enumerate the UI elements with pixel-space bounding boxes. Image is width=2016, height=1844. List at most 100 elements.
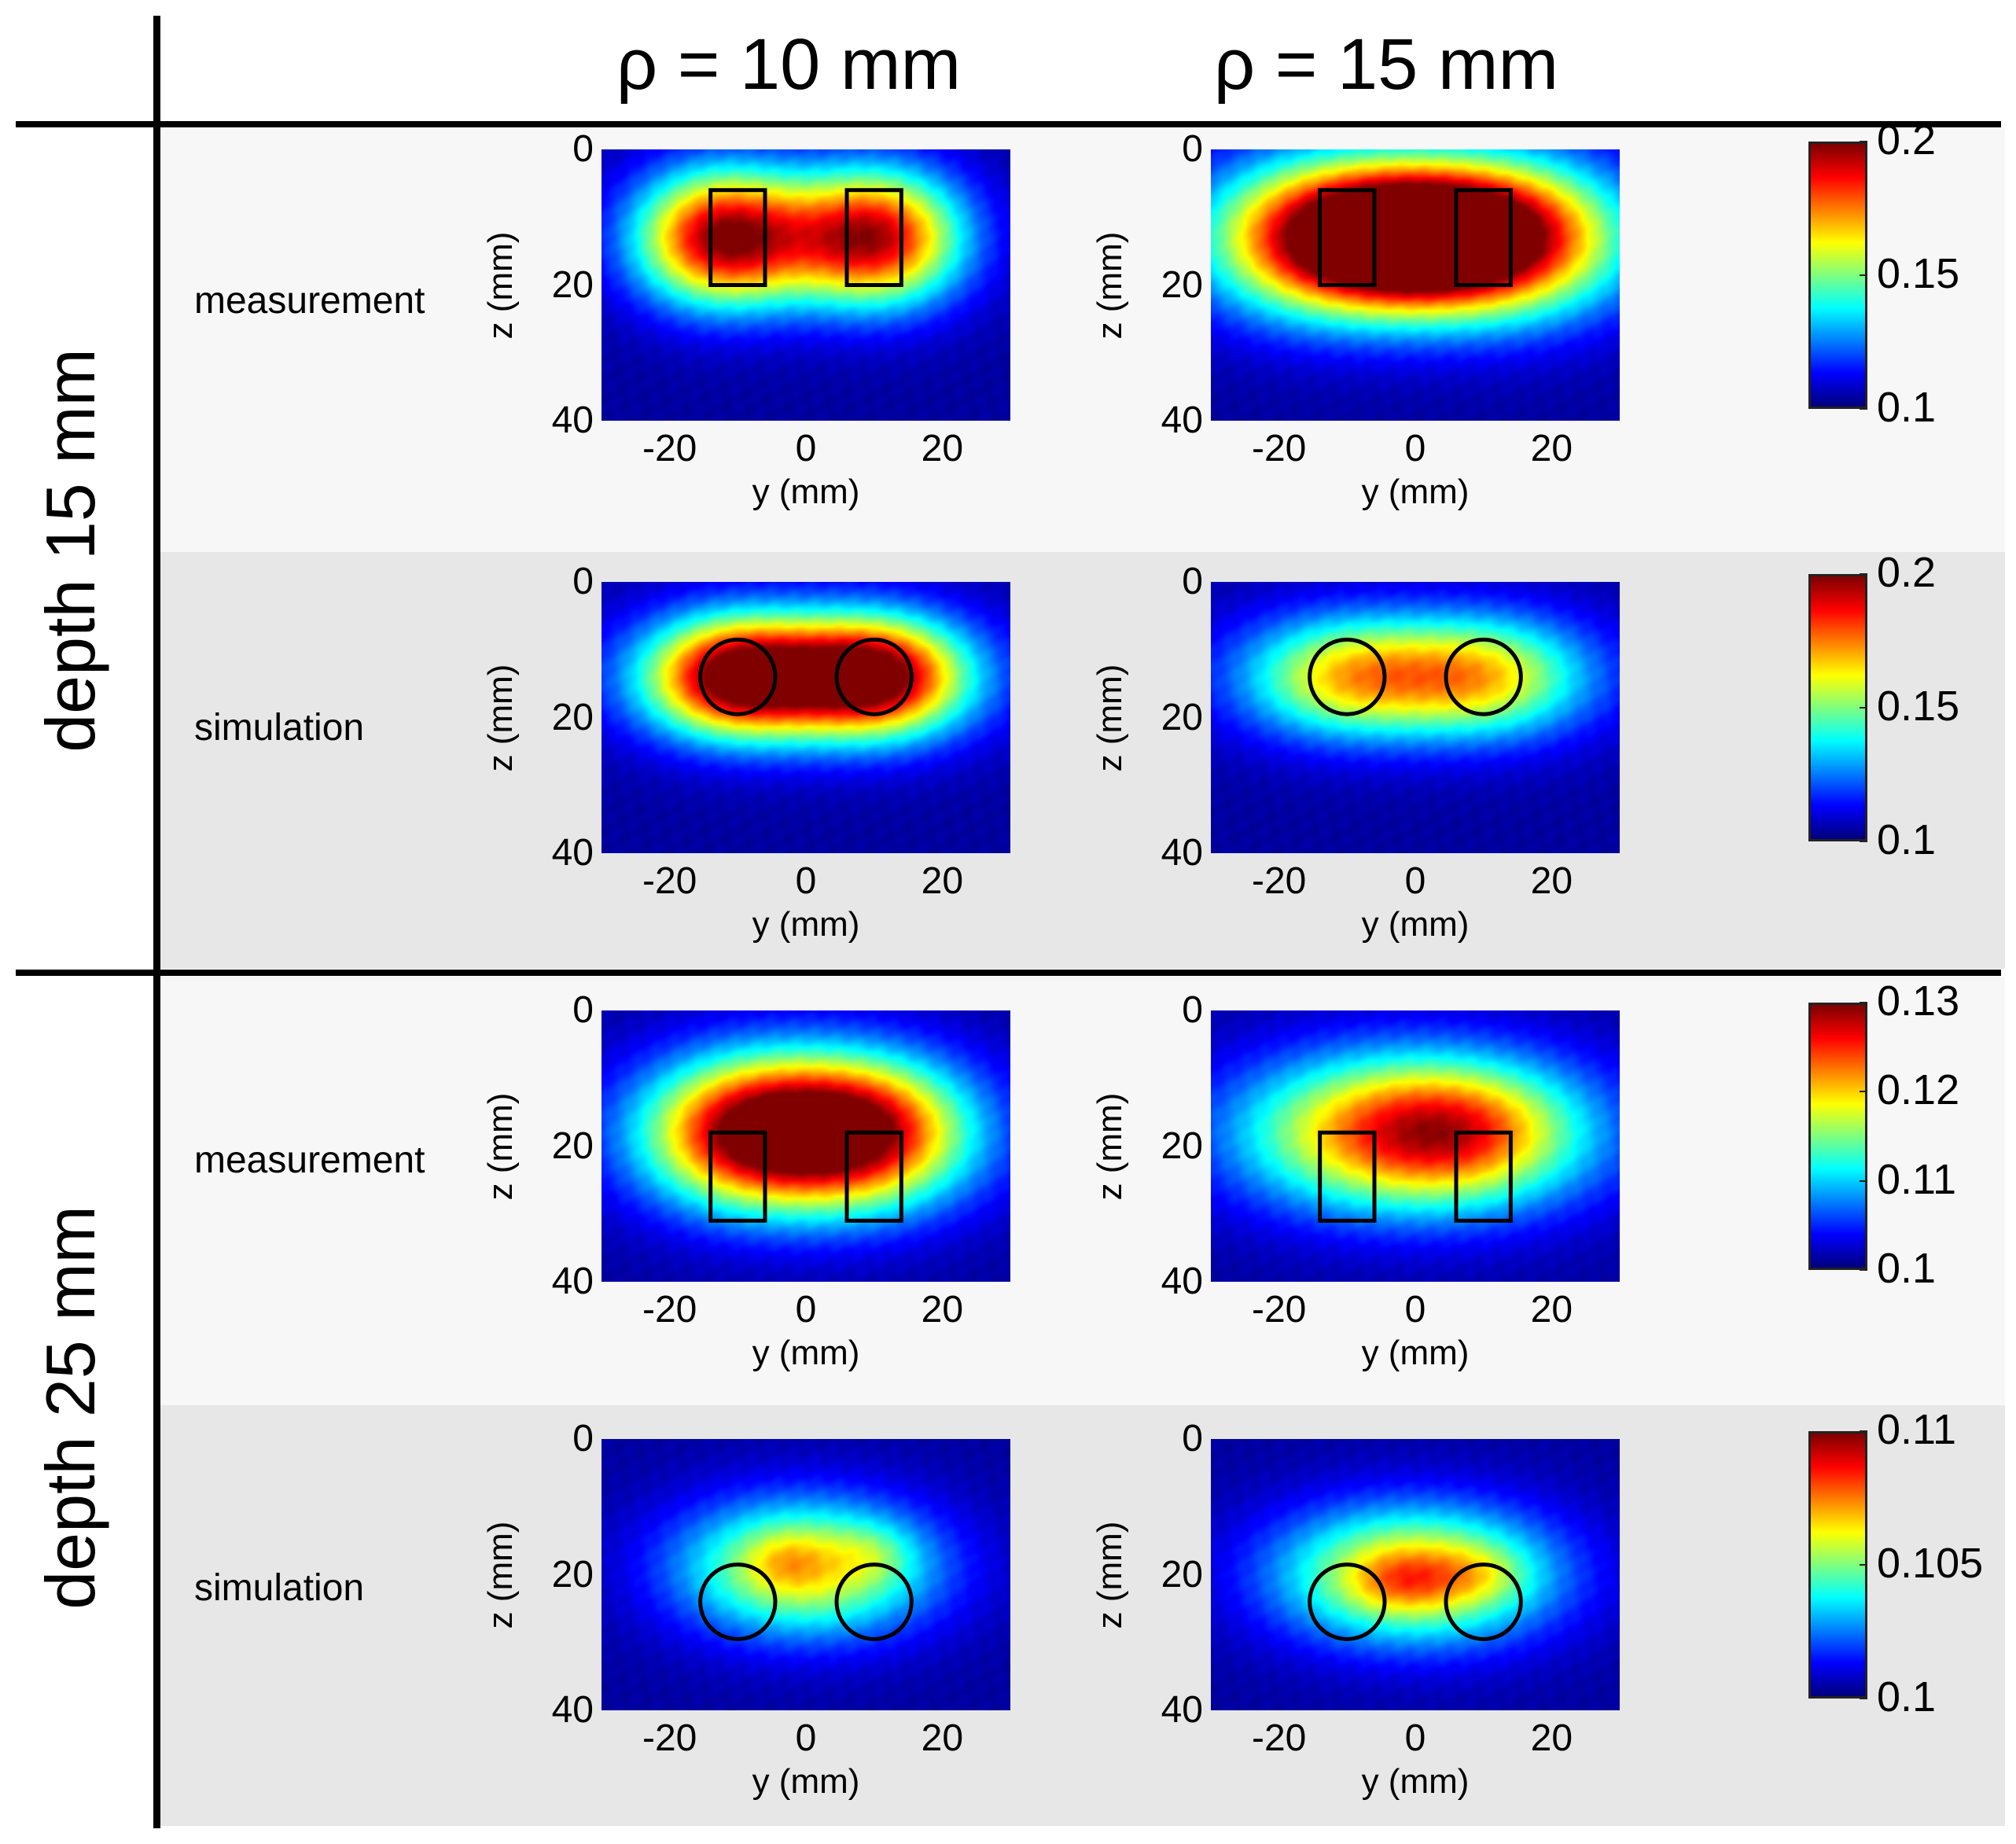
y-tick-label: 20 (1161, 696, 1203, 738)
colorbar-tick-label: 0.1 (1877, 1673, 1937, 1721)
x-tick-label: 20 (921, 1289, 964, 1331)
inclusion-rect-marker (1318, 188, 1377, 287)
x-tick-label: 0 (1404, 860, 1426, 902)
x-tick-label: -20 (1251, 860, 1307, 902)
x-tick-label: 20 (1530, 1289, 1573, 1331)
inclusion-overlay (1318, 1130, 1513, 1223)
inclusion-circle-marker (1444, 637, 1523, 716)
heatmap-image (601, 1010, 1010, 1282)
y-tick-label: 40 (551, 1261, 594, 1302)
x-tick-label: 20 (921, 1717, 964, 1759)
colorbar-tick-label: 0.105 (1877, 1540, 1984, 1587)
row-label-measurement: measurement (194, 1139, 425, 1181)
row-label-simulation: simulation (194, 1567, 365, 1609)
y-tick-label: 20 (1161, 1553, 1203, 1596)
x-tick-label: 20 (1530, 860, 1573, 902)
heatmap-image (601, 582, 1010, 853)
x-tick-label: 0 (795, 1289, 817, 1331)
y-tick-label: 40 (551, 399, 594, 441)
y-tick-label: 20 (551, 1124, 594, 1167)
heatmap-image (601, 149, 1010, 421)
y-tick-label: 0 (1182, 1418, 1203, 1459)
x-axis-label: y (mm) (1361, 905, 1470, 944)
y-axis-label: z (mm) (1091, 664, 1129, 771)
heatmap-image (601, 1439, 1010, 1710)
y-tick-label: 0 (572, 1418, 594, 1459)
x-tick-label: 0 (795, 1717, 817, 1759)
colorbar-tick (1860, 408, 1867, 410)
y-tick-label: 40 (551, 1689, 594, 1731)
row-label-measurement: measurement (194, 280, 425, 322)
group-label-depth-15: depth 15 mm (31, 348, 109, 753)
x-tick-label: 0 (1404, 428, 1426, 469)
band-depth25-simulation (157, 1405, 2005, 1826)
heatmap-image (1211, 1010, 1620, 1282)
colorbar-tick-label: 0.13 (1877, 977, 1960, 1025)
header-divider (16, 121, 2001, 127)
heatmap-image (1211, 1439, 1620, 1710)
colorbar-tick (1860, 1269, 1867, 1271)
inclusion-rect-marker (844, 1130, 903, 1223)
inclusion-rect-marker (708, 188, 767, 287)
y-tick-label: 0 (1182, 989, 1203, 1031)
x-tick-label: 20 (921, 428, 964, 469)
inclusion-rect-marker (844, 188, 903, 287)
y-tick-label: 20 (1161, 1124, 1203, 1167)
y-axis-label: z (mm) (481, 1092, 520, 1200)
x-axis-label: y (mm) (752, 1334, 860, 1372)
colorbar-tick-label: 0.1 (1877, 816, 1937, 863)
colorbar (1808, 142, 1867, 409)
colorbar (1808, 574, 1867, 841)
inclusion-overlay (1308, 637, 1523, 716)
colorbar-tick-label: 0.15 (1877, 250, 1960, 297)
y-tick-label: 20 (1161, 263, 1203, 306)
colorbar-tick (1860, 141, 1867, 142)
inclusion-rect-marker (1318, 1130, 1377, 1223)
vertical-divider (153, 16, 160, 1828)
inclusion-circle-marker (1444, 1562, 1523, 1641)
x-tick-label: -20 (642, 1717, 697, 1759)
y-tick-label: 20 (551, 1553, 594, 1596)
y-axis-label: z (mm) (481, 1521, 520, 1629)
inclusion-circle-marker (1308, 1562, 1387, 1641)
colorbar-tick-label: 0.2 (1877, 549, 1937, 596)
y-tick-label: 40 (1161, 1261, 1203, 1302)
x-tick-label: 0 (1404, 1717, 1426, 1759)
x-tick-label: -20 (642, 428, 697, 469)
x-tick-label: 0 (795, 428, 817, 469)
band-depth15-simulation (157, 552, 2005, 969)
y-axis-label: z (mm) (1091, 1092, 1129, 1200)
x-tick-label: 20 (1530, 428, 1573, 469)
heatmap-image (1211, 582, 1620, 853)
y-tick-label: 40 (1161, 832, 1203, 874)
x-tick-label: -20 (1251, 428, 1307, 469)
x-tick-label: -20 (1251, 1289, 1307, 1331)
colorbar-tick (1860, 1091, 1867, 1093)
column-header-rho-15: ρ = 15 mm (1213, 24, 1559, 105)
x-tick-label: -20 (1251, 1717, 1307, 1759)
y-tick-label: 0 (572, 989, 594, 1031)
inclusion-circle-marker (834, 1562, 914, 1641)
inclusion-circle-marker (834, 637, 914, 716)
x-tick-label: -20 (642, 1289, 697, 1331)
y-axis-label: z (mm) (1091, 1521, 1129, 1629)
y-tick-label: 0 (1182, 561, 1203, 602)
x-axis-label: y (mm) (752, 905, 860, 944)
colorbar-tick (1860, 1564, 1867, 1566)
inclusion-circle-marker (1308, 637, 1387, 716)
inclusion-overlay (698, 1562, 914, 1641)
x-tick-label: 20 (921, 860, 964, 902)
x-axis-label: y (mm) (1361, 473, 1470, 511)
inclusion-rect-marker (1454, 188, 1513, 287)
inclusion-overlay (1318, 188, 1513, 287)
colorbar-tick (1860, 1180, 1867, 1182)
band-depth15-measurement (157, 127, 2005, 552)
x-axis-label: y (mm) (752, 1762, 860, 1801)
y-tick-label: 0 (1182, 128, 1203, 170)
y-axis-label: z (mm) (1091, 231, 1129, 339)
y-axis-label: z (mm) (481, 664, 520, 771)
colorbar (1808, 1003, 1867, 1270)
x-axis-label: y (mm) (1361, 1762, 1470, 1801)
y-tick-label: 40 (1161, 399, 1203, 441)
colorbar-tick-label: 0.1 (1877, 384, 1937, 431)
